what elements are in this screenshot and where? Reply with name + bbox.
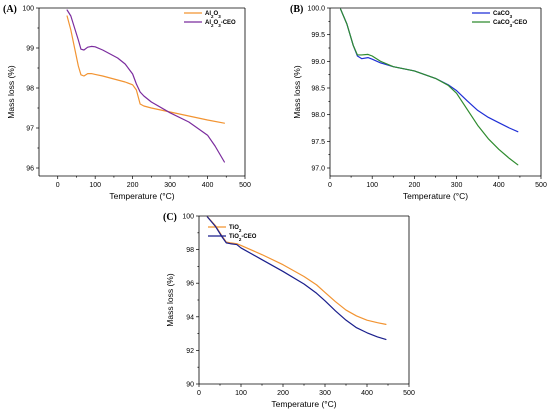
x-tick-label: 100 [366, 182, 378, 189]
x-tick-label: 300 [319, 390, 331, 397]
x-tick-label: 500 [535, 182, 547, 189]
x-tick-label: 0 [328, 182, 332, 189]
legend-label: CaCO3 [493, 11, 513, 19]
x-tick-label: 500 [403, 390, 415, 397]
y-tick-label: 100 [22, 6, 34, 13]
y-tick-label: 98 [186, 247, 194, 254]
series-line-2 [206, 216, 387, 341]
chart-panel-2: 0 100 200 300 400 500 97.0 97.5 98.0 98.5 99.0 99.5… [290, 4, 547, 201]
y-tick-label: 97.0 [311, 166, 325, 173]
x-tick-label: 400 [202, 182, 214, 189]
y-axis-title: Mass loss (%) [6, 65, 16, 119]
x-tick-label: 200 [277, 390, 289, 397]
legend-label: Al2O3-CEO [205, 20, 236, 28]
y-tick-label: 97 [26, 126, 34, 133]
x-tick-label: 400 [493, 182, 505, 189]
x-tick-label: 500 [239, 182, 251, 189]
series-line-1 [339, 8, 519, 133]
x-axis-title: Temperature (°C) [271, 399, 336, 409]
y-axis-title: Mass loss (%) [292, 65, 302, 119]
y-tick-label: 100 [182, 214, 194, 221]
y-tick-label: 99 [26, 46, 34, 53]
y-tick-label: 94 [186, 314, 194, 321]
x-tick-label: 300 [164, 182, 176, 189]
y-tick-label: 90 [186, 382, 194, 389]
y-tick-label: 98.0 [311, 112, 325, 119]
panel-label: (B) [290, 4, 303, 15]
y-tick-label: 96 [186, 281, 194, 288]
panel-label: (A) [3, 4, 17, 15]
x-tick-label: 400 [361, 390, 373, 397]
x-tick-label: 300 [451, 182, 463, 189]
chart-panel-3: 0 100 200 300 400 500 90 92 94 96 98 100 Temperature… [163, 212, 415, 409]
x-tick-label: 200 [409, 182, 421, 189]
x-axis-title: Temperature (°C) [403, 191, 468, 201]
x-tick-label: 100 [89, 182, 101, 189]
chart-panel-1: 0 100 200 300 400 500 96 97 98 99 100 Temperature (… [3, 4, 251, 201]
y-tick-label: 100.0 [307, 6, 325, 13]
x-tick-label: 200 [127, 182, 139, 189]
y-tick-label: 99.0 [311, 59, 325, 66]
y-tick-label: 97.5 [311, 139, 325, 146]
series-line-2 [339, 8, 519, 166]
x-axis-title: Temperature (°C) [109, 191, 174, 201]
x-tick-label: 0 [197, 390, 201, 397]
legend-label: TiO2 [229, 225, 242, 233]
series-line-1 [66, 15, 225, 124]
panel-label: (C) [163, 212, 177, 223]
x-tick-label: 0 [56, 182, 60, 189]
legend-label: CaCO3-CEO [493, 20, 528, 28]
series-line-2 [66, 9, 225, 163]
y-axis-title: Mass loss (%) [165, 273, 175, 327]
y-tick-label: 92 [186, 348, 194, 355]
series-line-1 [206, 216, 387, 325]
y-tick-label: 98.5 [311, 86, 325, 93]
legend-label: TiO2-CEO [229, 234, 257, 242]
x-tick-label: 100 [235, 390, 247, 397]
y-tick-label: 98 [26, 86, 34, 93]
legend-label: Al2O3 [205, 11, 221, 19]
y-tick-label: 96 [26, 166, 34, 173]
y-tick-label: 99.5 [311, 32, 325, 39]
